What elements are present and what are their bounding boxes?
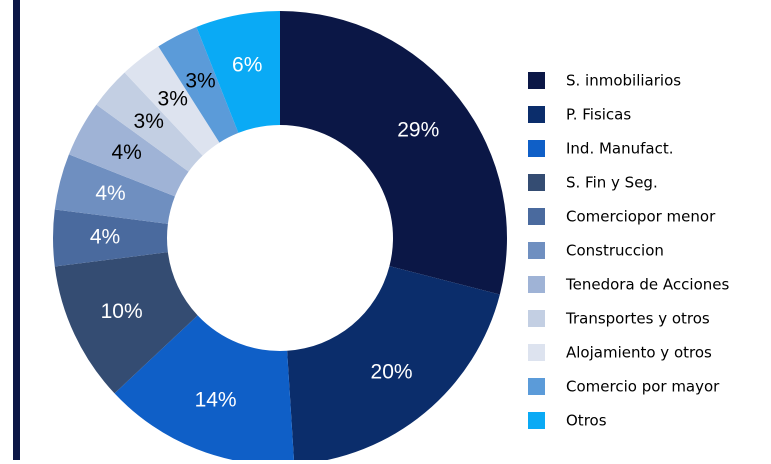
donut-segment [280, 11, 508, 295]
donut-segment [158, 26, 239, 143]
legend-swatch [528, 106, 545, 123]
legend-text: Comercio por mayor [566, 378, 720, 396]
legend-text: Transportes y otros [565, 310, 710, 328]
legend-text: S. Fin y Seg. [566, 174, 658, 192]
legend-swatch [528, 140, 545, 157]
segment-label: 3% [134, 110, 164, 133]
legend-swatch [528, 174, 545, 191]
legend-text: Construccion [566, 242, 664, 260]
segment-label: 3% [185, 70, 215, 93]
donut-segment [124, 46, 220, 156]
legend-swatch [528, 208, 545, 225]
segment-label: 10% [101, 300, 143, 323]
legend-swatch [528, 412, 545, 429]
segment-label: 29% [397, 118, 439, 141]
segment-label: 6% [232, 54, 262, 77]
legend-text: Alojamiento y otros [566, 344, 712, 362]
donut-segment [54, 154, 175, 224]
segment-label: 4% [111, 141, 141, 164]
legend-swatch [528, 310, 545, 327]
side-bar [13, 0, 20, 460]
donut-segment [196, 11, 280, 133]
segment-label: 4% [95, 182, 125, 205]
legend-swatch [528, 344, 545, 361]
legend-text: Tenedora de Acciones [565, 276, 729, 294]
legend-swatch [528, 72, 545, 89]
donut-segment [68, 104, 189, 197]
legend-swatch [528, 242, 545, 259]
segment-label: 4% [90, 226, 120, 249]
donut-segment [96, 72, 203, 172]
donut-segment [52, 209, 168, 267]
legend-swatch [528, 378, 545, 395]
legend-swatch [528, 276, 545, 293]
legend-text: P. Fisicas [566, 106, 631, 124]
donut-segment [114, 315, 295, 464]
segment-label: 3% [158, 87, 188, 110]
segment-label: 20% [371, 360, 413, 383]
donut-segment [287, 266, 500, 464]
legend-text: Otros [566, 412, 607, 430]
legend-text: Ind. Manufact. [566, 140, 674, 158]
legend-text: Comerciopor menor [566, 208, 716, 226]
segment-label: 14% [195, 388, 237, 411]
donut-segment [54, 252, 198, 394]
legend-text: S. inmobiliarios [566, 72, 681, 90]
